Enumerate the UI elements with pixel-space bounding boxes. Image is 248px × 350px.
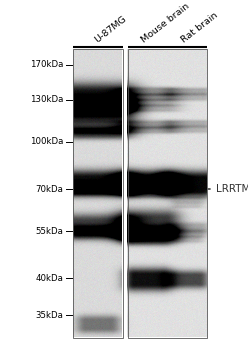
Text: 170kDa: 170kDa (30, 60, 63, 69)
Text: 130kDa: 130kDa (30, 95, 63, 104)
Text: 35kDa: 35kDa (35, 310, 63, 320)
Text: Rat brain: Rat brain (179, 10, 219, 44)
Text: 70kDa: 70kDa (35, 184, 63, 194)
Text: 55kDa: 55kDa (35, 226, 63, 236)
Text: Mouse brain: Mouse brain (140, 1, 191, 44)
Text: 100kDa: 100kDa (30, 137, 63, 146)
Bar (73, 49, 123, 338)
Bar (128, 49, 207, 338)
Text: U-87MG: U-87MG (93, 14, 128, 44)
Text: 40kDa: 40kDa (35, 274, 63, 283)
Text: LRRTM4: LRRTM4 (208, 184, 248, 194)
